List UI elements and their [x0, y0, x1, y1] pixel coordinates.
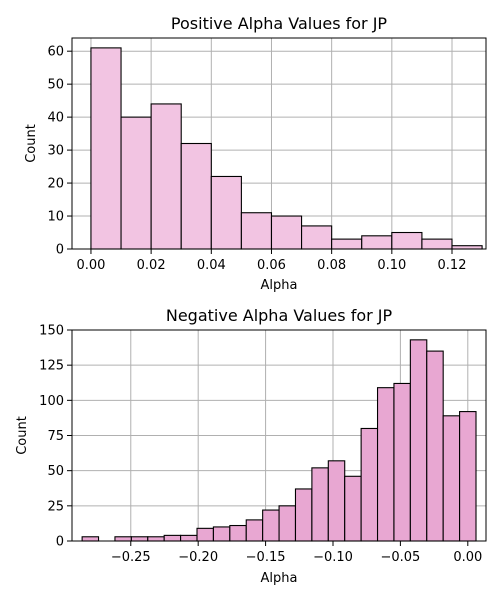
x-tick-label: 0.02: [137, 258, 166, 273]
x-tick-label: −0.15: [246, 550, 286, 565]
histogram-bar: [360, 427, 379, 542]
y-tick-label: 100: [39, 394, 64, 409]
histogram-bar: [391, 231, 423, 250]
y-tick-label: 60: [47, 45, 64, 60]
plot-frame: [71, 37, 487, 250]
histogram-bar: [409, 339, 428, 542]
x-tick-label: 0.06: [257, 258, 286, 273]
y-tick-label: 50: [47, 464, 64, 479]
histogram-bar: [262, 509, 280, 542]
histogram-bar: [147, 536, 165, 542]
x-tick-label: 0.00: [453, 550, 482, 565]
x-tick-label: 0.00: [76, 258, 105, 273]
histogram-bar: [294, 488, 313, 542]
histogram-bar: [376, 387, 395, 542]
x-tick-label: 0.12: [438, 258, 467, 273]
histogram-bar: [331, 238, 363, 250]
positive-alpha-histogram: 0.00 0.02 0.04 0.06 0.08 0.10 0.12 0 10 20 30 40 50 6…: [24, 14, 487, 293]
x-axis-label: Alpha: [261, 571, 298, 586]
histogram-bar: [361, 235, 393, 250]
y-axis-label: Count: [24, 124, 39, 163]
histogram-bar: [270, 215, 303, 250]
histogram-bar: [301, 225, 333, 250]
y-tick-label: 0: [56, 535, 64, 550]
x-tick-label: −0.10: [313, 550, 353, 565]
histogram-bar: [210, 175, 242, 250]
y-tick-label: 125: [39, 359, 64, 374]
histogram-bar: [442, 415, 461, 542]
histogram-bar: [245, 519, 264, 542]
histogram-bar: [311, 467, 329, 542]
x-tick-label: −0.20: [178, 550, 218, 565]
histogram-bar: [229, 524, 247, 542]
x-tick-label: −0.05: [380, 550, 420, 565]
histogram-bar: [240, 212, 273, 250]
histogram-bar: [114, 536, 132, 542]
histogram-bar: [180, 534, 198, 542]
histogram-bar: [426, 350, 444, 542]
histogram-bar: [421, 238, 453, 250]
chart-title: Negative Alpha Values for JP: [166, 306, 393, 325]
y-tick-label: 40: [47, 111, 64, 126]
histogram-bar: [163, 534, 182, 542]
y-tick-label: 75: [47, 429, 64, 444]
y-tick-label: 0: [56, 243, 64, 258]
histogram-bar: [150, 103, 182, 250]
histogram-bar: [180, 142, 212, 250]
histogram-bar: [393, 382, 411, 542]
histogram-bar: [196, 527, 214, 542]
x-tick-label: 0.10: [377, 258, 406, 273]
y-axis-label: Count: [15, 416, 30, 455]
y-tick-label: 20: [47, 177, 64, 192]
x-tick-label: 0.08: [317, 258, 346, 273]
y-tick-label: 30: [47, 144, 64, 159]
y-tick-label: 50: [47, 78, 64, 93]
chart-title: Positive Alpha Values for JP: [171, 14, 388, 33]
histogram-bar: [212, 526, 231, 542]
histogram-bar: [344, 475, 362, 542]
x-axis-label: Alpha: [261, 278, 298, 293]
histogram-bar: [130, 536, 149, 542]
y-tick-label: 10: [47, 210, 64, 225]
y-tick-label: 150: [39, 324, 64, 339]
histogram-bar: [327, 460, 346, 542]
histogram-bar: [278, 505, 297, 542]
x-tick-label: 0.04: [197, 258, 226, 273]
x-tick-label: −0.25: [111, 550, 151, 565]
y-tick-label: 25: [47, 499, 64, 514]
histogram-bar: [81, 536, 100, 542]
negative-alpha-histogram: −0.25 −0.20 −0.15 −0.10 −0.05 0.00 0 25 50 75 100 1…: [15, 306, 487, 586]
histogram-bar: [120, 116, 152, 250]
histogram-bar: [459, 411, 477, 542]
histogram-bar: [90, 47, 122, 250]
